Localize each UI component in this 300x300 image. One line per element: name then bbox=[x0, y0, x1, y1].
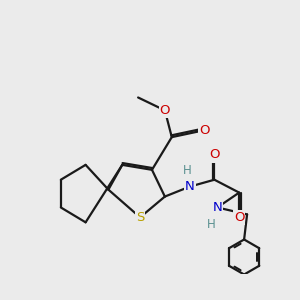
Text: N: N bbox=[185, 180, 194, 193]
Text: S: S bbox=[136, 211, 144, 224]
Text: O: O bbox=[160, 104, 170, 117]
Text: O: O bbox=[234, 211, 244, 224]
Text: H: H bbox=[207, 218, 216, 231]
Text: O: O bbox=[209, 148, 220, 161]
Text: N: N bbox=[212, 201, 222, 214]
Text: H: H bbox=[183, 164, 192, 177]
Text: O: O bbox=[199, 124, 210, 137]
